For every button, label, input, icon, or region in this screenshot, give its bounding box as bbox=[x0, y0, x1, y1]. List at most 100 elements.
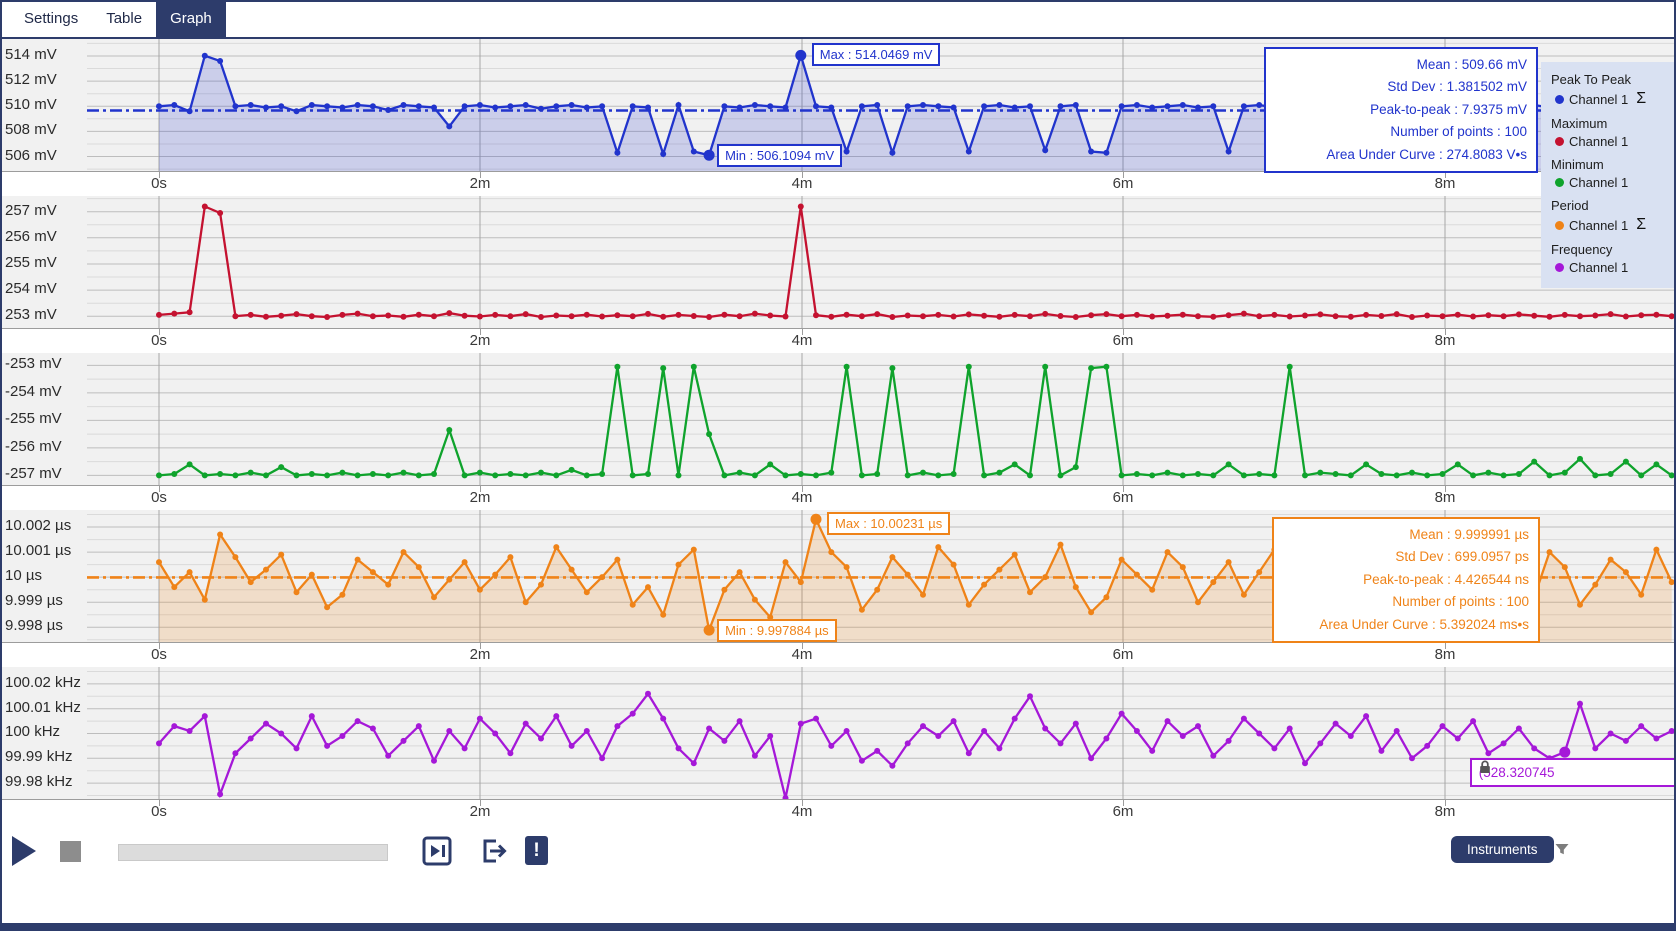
data-point bbox=[1653, 311, 1660, 318]
highlighted-data-point bbox=[795, 49, 807, 61]
data-point bbox=[950, 718, 957, 725]
legend-channel-label: Channel 1 bbox=[1569, 217, 1629, 233]
chart-panel-minimum: -253 mV -254 mV -255 mV -256 mV -257 mV 0s 2m 4… bbox=[2, 353, 1674, 510]
cursor-tooltip[interactable]: (528.320745 bbox=[1469, 758, 1674, 788]
data-point bbox=[415, 723, 422, 730]
data-point bbox=[706, 431, 713, 438]
data-point bbox=[1500, 740, 1507, 747]
data-point bbox=[1088, 312, 1095, 319]
data-point bbox=[1042, 363, 1049, 370]
export-icon[interactable] bbox=[479, 835, 509, 867]
legend-item-peak-to-peak[interactable]: Peak To Peak Channel 1 Σ bbox=[1551, 71, 1673, 115]
x-tick bbox=[1123, 800, 1124, 806]
data-point bbox=[1164, 718, 1171, 725]
plot-frequency[interactable] bbox=[87, 667, 1676, 799]
data-point bbox=[1378, 747, 1385, 754]
x-axis-label: 2m bbox=[469, 646, 491, 663]
data-point bbox=[767, 461, 774, 468]
data-point bbox=[1577, 455, 1583, 462]
data-point bbox=[1577, 601, 1583, 608]
legend-measurement-title: Minimum bbox=[1551, 157, 1604, 172]
tab-graph[interactable]: Graph bbox=[156, 2, 226, 37]
instruments-button[interactable]: Instruments bbox=[1451, 836, 1554, 863]
x-tick bbox=[480, 800, 481, 806]
data-point bbox=[935, 733, 942, 739]
data-point bbox=[828, 742, 835, 749]
data-point bbox=[950, 104, 957, 111]
data-point bbox=[1668, 472, 1674, 479]
legend-channel-row: Channel 1 bbox=[1551, 258, 1673, 282]
data-point bbox=[1256, 569, 1263, 576]
legend-channel-label: Channel 1 bbox=[1569, 134, 1629, 149]
data-point bbox=[1607, 730, 1614, 737]
data-point bbox=[171, 310, 178, 317]
x-tick bbox=[159, 329, 160, 335]
annotation-min[interactable]: Min : 9.997884 µs bbox=[717, 619, 837, 643]
data-point bbox=[1577, 313, 1583, 320]
data-point bbox=[889, 314, 896, 320]
plot-maximum[interactable] bbox=[87, 196, 1676, 328]
stop-button[interactable] bbox=[60, 841, 81, 862]
data-point bbox=[675, 102, 682, 108]
measurement-legend: Peak To Peak Channel 1 Σ Maximum Channel 1 Mi… bbox=[1541, 62, 1674, 288]
x-tick bbox=[1445, 643, 1446, 649]
x-tick bbox=[1123, 643, 1124, 649]
annotation-max[interactable]: Max : 10.00231 µs bbox=[827, 512, 951, 535]
data-point bbox=[186, 461, 193, 468]
data-point bbox=[965, 363, 972, 370]
legend-item-period[interactable]: Period Channel 1 Σ bbox=[1551, 197, 1673, 241]
tab-settings[interactable]: Settings bbox=[24, 10, 79, 27]
annotation-max[interactable]: Max : 514.0469 mV bbox=[811, 43, 941, 67]
data-point bbox=[1011, 551, 1018, 558]
data-point bbox=[1133, 102, 1140, 108]
data-point bbox=[706, 725, 713, 732]
data-point bbox=[690, 363, 697, 370]
data-point bbox=[981, 103, 988, 110]
data-point bbox=[461, 472, 468, 479]
stats-line: Area Under Curve : 274.8083 V•s bbox=[1326, 146, 1527, 162]
filter-icon[interactable] bbox=[1554, 841, 1570, 857]
data-point bbox=[721, 472, 728, 479]
annotation-min[interactable]: Min : 506.1094 mV bbox=[717, 144, 843, 168]
data-point bbox=[492, 311, 499, 318]
data-point bbox=[614, 556, 621, 563]
run-panel-icon[interactable] bbox=[422, 835, 452, 867]
data-point bbox=[1622, 737, 1629, 744]
data-point bbox=[1271, 472, 1278, 479]
legend-channel-label: Channel 1 bbox=[1569, 260, 1629, 275]
legend-item-minimum[interactable]: Minimum Channel 1 bbox=[1551, 156, 1673, 197]
data-point bbox=[232, 472, 239, 479]
data-point bbox=[675, 745, 682, 752]
data-point bbox=[1027, 589, 1033, 596]
data-point bbox=[797, 203, 804, 210]
data-point bbox=[263, 472, 269, 479]
data-point bbox=[767, 312, 774, 319]
data-point bbox=[1668, 579, 1674, 586]
legend-item-maximum[interactable]: Maximum Channel 1 bbox=[1551, 115, 1673, 156]
data-point bbox=[308, 471, 315, 477]
data-point bbox=[1164, 103, 1171, 110]
data-point bbox=[1515, 471, 1522, 477]
data-point bbox=[645, 584, 651, 591]
data-point bbox=[1622, 458, 1629, 465]
data-point bbox=[599, 103, 606, 110]
stats-box[interactable]: Mean : 509.66 mV Std Dev : 1.381502 mV Pea… bbox=[1264, 47, 1538, 174]
data-point bbox=[599, 471, 606, 477]
data-point bbox=[217, 531, 224, 538]
stats-line: Std Dev : 1.381502 mV bbox=[1387, 79, 1527, 95]
stats-box[interactable]: Mean : 9.999991 µs Std Dev : 699.0957 ps P… bbox=[1272, 517, 1540, 644]
tab-table[interactable]: Table bbox=[106, 10, 143, 27]
data-point bbox=[782, 559, 789, 566]
y-axis-label: 256 mV bbox=[5, 227, 57, 245]
data-point bbox=[797, 579, 804, 586]
data-point bbox=[645, 690, 651, 697]
x-tick bbox=[159, 486, 160, 492]
data-point bbox=[1347, 733, 1354, 739]
data-point bbox=[385, 581, 392, 588]
error-list-icon[interactable]: ! bbox=[525, 836, 548, 865]
plot-minimum[interactable] bbox=[87, 353, 1676, 485]
run-button[interactable] bbox=[12, 836, 36, 866]
data-point bbox=[201, 52, 208, 59]
legend-item-frequency[interactable]: Frequency Channel 1 bbox=[1551, 241, 1673, 282]
data-point bbox=[263, 566, 269, 573]
